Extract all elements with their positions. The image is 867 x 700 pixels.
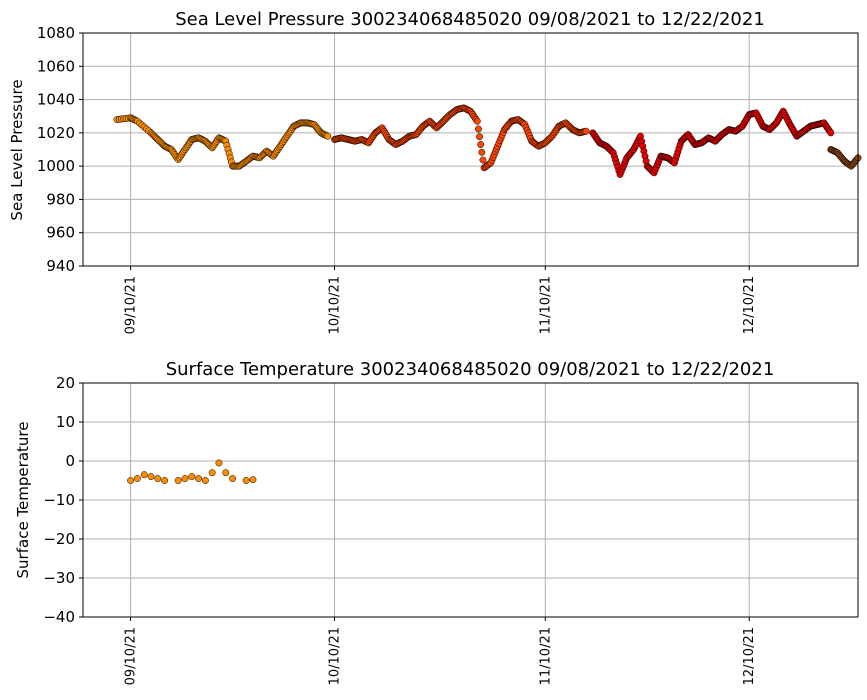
data-point (188, 473, 196, 481)
x-tick-label: 11/10/21 (538, 627, 553, 685)
data-point (195, 475, 203, 482)
y-tick-label: 980 (46, 190, 75, 208)
y-tick-label: 1080 (37, 24, 75, 42)
data-point (229, 475, 237, 482)
x-tick-label: 12/10/21 (742, 627, 757, 685)
data-point (249, 476, 257, 484)
data-point (127, 477, 135, 484)
sea-level-pressure-chart: Sea Level Pressure 300234068485020 09/08… (8, 9, 862, 334)
grid (83, 32, 858, 267)
y-axis-ticks: −40 −30 −20 −10 0 10 20 (43, 374, 83, 626)
x-tick-label: 09/10/21 (124, 276, 139, 334)
data-point (477, 141, 485, 148)
x-tick-label: 12/10/21 (742, 276, 757, 334)
data-point (147, 473, 155, 481)
chart-title: Surface Temperature 300234068485020 09/0… (166, 359, 775, 380)
data-point (474, 125, 482, 133)
y-tick-label: −10 (43, 491, 75, 509)
y-axis-label: Sea Level Pressure (8, 79, 26, 220)
y-tick-label: 0 (65, 452, 75, 470)
x-tick-label: 10/10/21 (328, 627, 343, 685)
data-point (181, 475, 189, 482)
x-tick-label: 11/10/21 (538, 276, 553, 334)
data-point (215, 459, 223, 467)
data-points (113, 104, 862, 178)
y-tick-label: 1020 (37, 124, 75, 142)
y-tick-label: 940 (46, 257, 75, 275)
y-tick-label: −30 (43, 569, 75, 587)
x-axis-ticks: 09/10/21 10/10/21 11/10/21 12/10/21 (124, 266, 757, 334)
y-axis-ticks: 940 960 980 1000 1020 1040 1060 1080 (37, 24, 83, 275)
data-point (827, 129, 835, 137)
y-tick-label: −40 (43, 608, 75, 626)
data-point (324, 132, 332, 140)
y-axis-label: Surface Temperature (14, 422, 32, 579)
y-tick-label: 10 (56, 413, 75, 431)
surface-temperature-chart: Surface Temperature 300234068485020 09/0… (14, 359, 859, 685)
chart-title: Sea Level Pressure 300234068485020 09/08… (175, 9, 765, 30)
data-point (242, 477, 250, 484)
data-point (479, 156, 487, 164)
data-point (133, 475, 141, 482)
y-tick-label: −20 (43, 530, 75, 548)
x-tick-label: 10/10/21 (328, 276, 343, 334)
data-point (582, 127, 590, 135)
y-tick-label: 960 (46, 224, 75, 242)
data-point (473, 117, 481, 125)
plot-frame (82, 32, 859, 267)
y-tick-label: 1000 (37, 157, 75, 175)
y-tick-label: 20 (56, 374, 75, 392)
x-axis-ticks: 09/10/21 10/10/21 11/10/21 12/10/21 (124, 617, 757, 685)
data-point (174, 477, 182, 484)
data-point (161, 477, 169, 484)
data-point (478, 148, 486, 156)
data-points (127, 459, 257, 484)
data-point (208, 469, 216, 477)
y-tick-label: 1060 (37, 57, 75, 75)
data-point (222, 469, 230, 477)
y-tick-label: 1040 (37, 91, 75, 109)
data-point (476, 133, 484, 141)
grid (83, 382, 858, 618)
data-point (201, 477, 209, 484)
data-point (154, 475, 162, 482)
data-point (140, 471, 148, 479)
x-tick-label: 09/10/21 (124, 627, 139, 685)
